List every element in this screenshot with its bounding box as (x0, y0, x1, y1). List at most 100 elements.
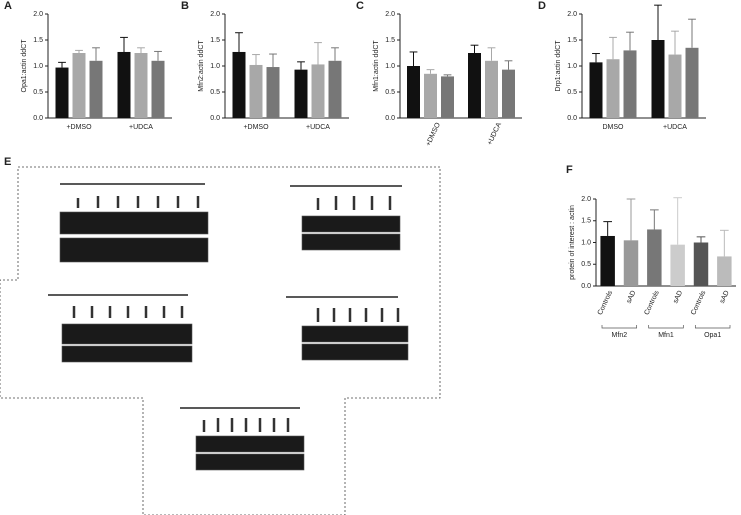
bar (670, 244, 685, 286)
error-bar (671, 30, 679, 55)
y-tick-label: 1.5 (210, 37, 220, 44)
panel-label: D (538, 0, 546, 12)
bar (232, 51, 246, 118)
bar (623, 50, 637, 118)
error-bar (137, 47, 145, 53)
error-bar (269, 53, 277, 68)
y-tick-label: 0.5 (567, 89, 577, 96)
error-bar (609, 36, 617, 60)
bar (717, 256, 732, 286)
bar (651, 40, 665, 118)
x-tick-label: +UDCA (663, 124, 687, 131)
bar (647, 229, 662, 286)
error-bar (626, 198, 636, 241)
group-bracket (601, 325, 638, 329)
bar (151, 60, 165, 118)
bar (72, 53, 86, 118)
y-tick-label: 0.0 (210, 115, 220, 122)
y-tick-label: 0.5 (581, 261, 591, 268)
error-bar (252, 54, 260, 65)
error-bar (426, 69, 435, 74)
y-tick-label: 2.0 (567, 11, 577, 18)
error-bar (592, 53, 600, 63)
bar (589, 62, 603, 118)
group-label: Opa1 (704, 332, 721, 339)
bar (424, 73, 437, 118)
error-bar (235, 32, 243, 52)
y-tick-label: 0.0 (567, 115, 577, 122)
y-tick-label: 0.5 (385, 89, 395, 96)
panel-label: A (4, 0, 12, 12)
y-tick-label: 1.0 (33, 63, 43, 70)
bar (294, 69, 308, 118)
error-bar (649, 209, 659, 230)
x-tick-label: +UDCA (129, 124, 153, 131)
error-bar (409, 51, 418, 66)
error-bar (696, 236, 706, 243)
blot-3 (48, 294, 193, 363)
group-bracket (648, 325, 684, 329)
x-tick-label: +DMSO (66, 124, 92, 131)
y-axis-label: Mfn1:actin ddCT (373, 40, 380, 92)
blot-panel: E (0, 156, 441, 515)
panel-label: E (4, 156, 11, 168)
error-bar (154, 50, 162, 61)
x-tick-label: +DMSO (425, 121, 442, 147)
blot-1 (59, 183, 209, 263)
x-tick-label: sAD (672, 290, 684, 305)
y-axis-label: Opa1:actin ddCT (21, 39, 28, 93)
error-bar (443, 74, 452, 77)
y-tick-label: 1.0 (567, 63, 577, 70)
y-tick-label: 0.0 (385, 115, 395, 122)
x-tick-label: DMSO (603, 124, 625, 131)
y-tick-label: 1.0 (385, 63, 395, 70)
y-tick-label: 0.5 (210, 89, 220, 96)
error-bar (470, 44, 479, 53)
y-tick-label: 0.0 (33, 115, 43, 122)
x-tick-label: Controls (690, 289, 708, 316)
y-tick-label: 1.0 (210, 63, 220, 70)
blot-outline (0, 166, 441, 515)
bar (623, 240, 639, 286)
error-bar (75, 49, 83, 53)
bar (266, 67, 280, 118)
error-bar (92, 47, 100, 61)
error-bar (504, 60, 513, 70)
bar (134, 53, 148, 118)
bar (441, 76, 454, 118)
error-bar (331, 47, 339, 61)
x-tick-label: +DMSO (243, 124, 269, 131)
y-tick-label: 1.5 (581, 218, 591, 225)
error-bar (58, 61, 66, 68)
y-tick-label: 1.5 (385, 37, 395, 44)
error-bar (487, 47, 496, 61)
y-tick-label: 2.0 (581, 196, 591, 203)
bar (407, 66, 420, 118)
bar (606, 59, 620, 118)
bar (600, 235, 615, 286)
bar (55, 67, 69, 118)
x-tick-label: sAD (626, 290, 638, 305)
y-tick-label: 2.0 (33, 11, 43, 18)
x-tick-label: +UDCA (306, 124, 330, 131)
blot-2 (290, 185, 402, 251)
error-bar (673, 197, 683, 245)
y-tick-label: 2.0 (385, 11, 395, 18)
bar (468, 53, 481, 118)
bar (693, 242, 709, 286)
x-tick-label: +UDCA (487, 121, 504, 146)
blot-4 (286, 296, 409, 361)
bar (485, 60, 498, 118)
panel-label: B (181, 0, 189, 12)
x-tick-label: Controls (643, 289, 661, 316)
y-axis-label: protein of interest : actin (569, 205, 576, 280)
group-label: Mfn1 (658, 332, 674, 339)
error-bar (719, 229, 729, 257)
error-bar (297, 61, 305, 70)
error-bar (120, 36, 128, 52)
x-tick-label: Controls (597, 289, 615, 316)
y-tick-label: 0.5 (33, 89, 43, 96)
error-bar (654, 4, 662, 40)
bar (328, 60, 342, 118)
